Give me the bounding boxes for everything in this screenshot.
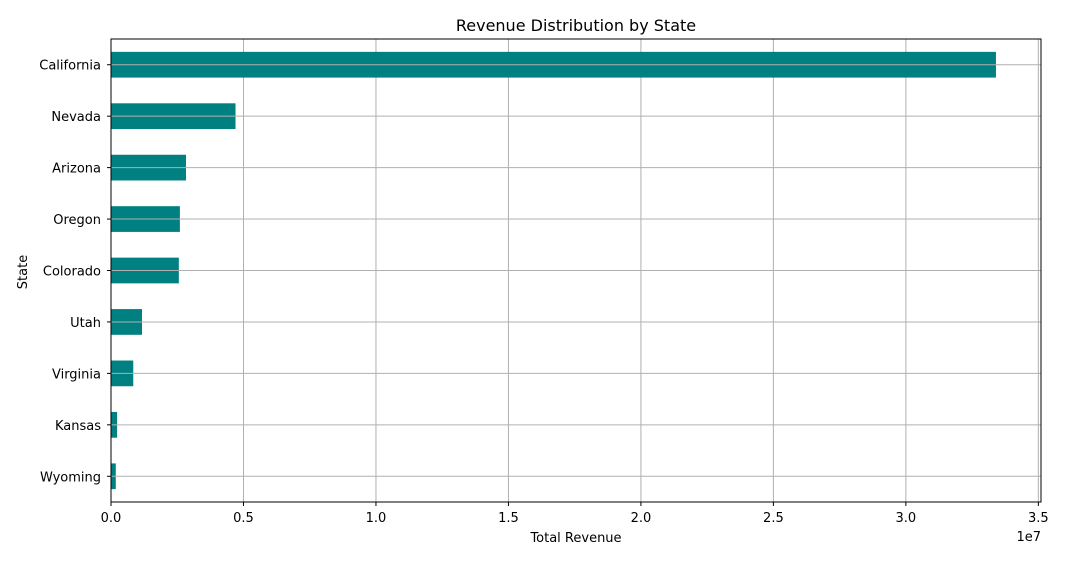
x-axis-offset-label: 1e7 xyxy=(1016,530,1041,545)
y-tick-label: Colorado xyxy=(43,265,101,280)
y-axis-title: State xyxy=(16,255,31,289)
x-axis-title: Total Revenue xyxy=(529,531,621,546)
y-tick-label: Arizona xyxy=(52,162,101,177)
y-tick-label: Kansas xyxy=(55,419,101,434)
y-tick-label: Oregon xyxy=(53,213,101,228)
x-tick-label: 0.5 xyxy=(233,511,254,526)
x-tick-label: 0.0 xyxy=(101,511,122,526)
y-tick-label: Utah xyxy=(70,316,101,331)
y-tick-label: California xyxy=(39,59,101,74)
x-tick-label: 1.0 xyxy=(366,511,387,526)
x-axis-ticks: 0.0 0.5 1.0 1.5 2.0 2.5 3.0 3.5 xyxy=(101,502,1049,526)
y-tick-label: Virginia xyxy=(52,367,101,382)
x-tick-label: 3.5 xyxy=(1028,511,1049,526)
bars-layer xyxy=(111,51,1041,490)
y-tick-label: Wyoming xyxy=(40,470,101,485)
x-tick-label: 2.0 xyxy=(631,511,652,526)
y-axis-ticks: California Nevada Arizona Oregon Colorado Uta… xyxy=(39,59,111,485)
x-tick-label: 2.5 xyxy=(763,511,784,526)
y-tick-label: Nevada xyxy=(51,110,101,125)
x-tick-label: 1.5 xyxy=(498,511,519,526)
chart-title: Revenue Distribution by State xyxy=(456,16,696,35)
x-tick-label: 3.0 xyxy=(896,511,917,526)
